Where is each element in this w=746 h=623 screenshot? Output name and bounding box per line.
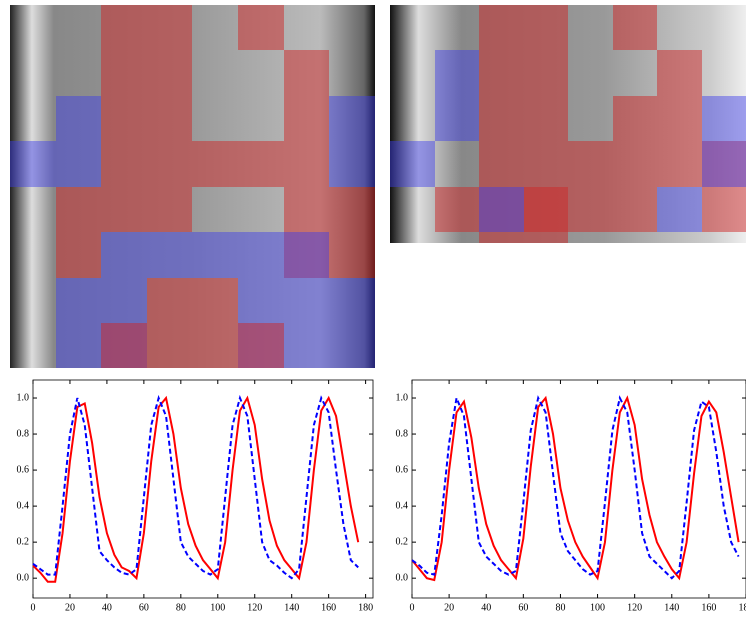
y-tick-label: 0.0 xyxy=(17,572,30,583)
y-tick-label: 0.6 xyxy=(17,464,30,475)
y-tick-label: 0.8 xyxy=(17,428,30,439)
x-tick-label: 60 xyxy=(518,602,528,613)
x-tick-label: 160 xyxy=(321,602,336,613)
xray-image-right xyxy=(390,5,746,243)
x-tick-label: 80 xyxy=(555,602,565,613)
y-tick-label: 1.0 xyxy=(17,392,30,403)
x-tick-label: 100 xyxy=(590,602,605,613)
x-tick-label: 140 xyxy=(664,602,679,613)
y-tick-label: 1.0 xyxy=(396,392,409,403)
series-line xyxy=(412,398,739,580)
x-tick-label: 40 xyxy=(481,602,491,613)
y-tick-label: 0.8 xyxy=(396,428,409,439)
x-tick-label: 0 xyxy=(410,602,415,613)
x-tick-label: 100 xyxy=(210,602,225,613)
x-tick-label: 20 xyxy=(444,602,454,613)
line-chart: 0.0 0.2 0.4 0.6 0.8 1.0 0 20 40 60 80 100 120 140 160 1… xyxy=(396,380,746,613)
x-tick-label: 180 xyxy=(739,602,746,613)
x-tick-label: 40 xyxy=(102,602,112,613)
x-tick-label: 60 xyxy=(139,602,149,613)
y-tick-label: 0.4 xyxy=(396,500,409,511)
y-tick-label: 0.6 xyxy=(396,464,409,475)
x-tick-label: 80 xyxy=(176,602,186,613)
y-tick-label: 0.2 xyxy=(17,536,30,547)
series-line xyxy=(33,398,358,582)
y-tick-label: 0.4 xyxy=(17,500,30,511)
x-tick-label: 180 xyxy=(358,602,373,613)
x-tick-label: 160 xyxy=(701,602,716,613)
y-tick-label: 0.2 xyxy=(396,536,409,547)
y-tick-label: 0.0 xyxy=(396,572,409,583)
x-tick-label: 120 xyxy=(627,602,642,613)
x-tick-label: 0 xyxy=(31,602,36,613)
series-line xyxy=(33,398,358,578)
xray-image-left xyxy=(10,5,375,368)
x-tick-label: 20 xyxy=(65,602,75,613)
series-line xyxy=(412,398,739,578)
line-chart: 0.0 0.2 0.4 0.6 0.8 1.0 0 20 40 60 80 100 120 140 160 1… xyxy=(17,380,374,613)
x-tick-label: 120 xyxy=(247,602,262,613)
x-tick-label: 140 xyxy=(284,602,299,613)
